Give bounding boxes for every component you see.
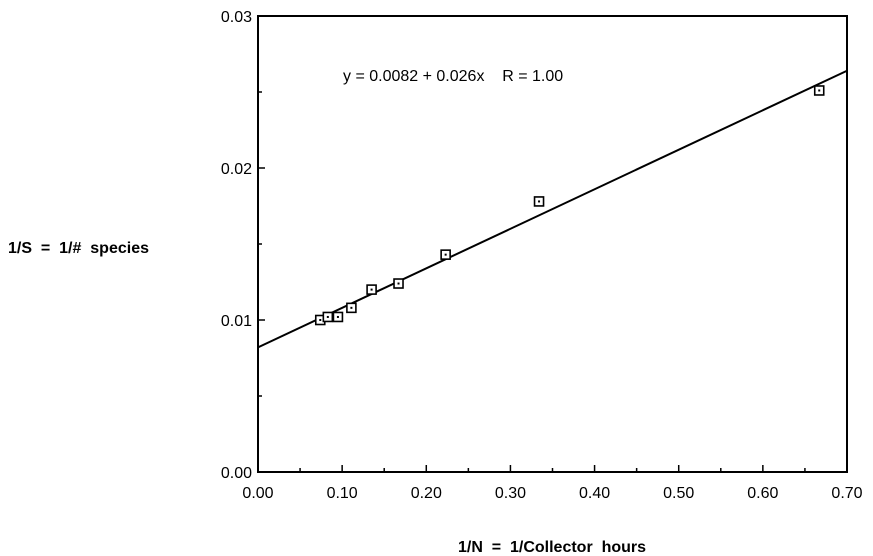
y-axis-title: 1/S = 1/# species [8, 240, 149, 257]
data-point [366, 284, 377, 295]
x-tick-label: 0.60 [747, 485, 778, 502]
data-points [314, 85, 825, 326]
data-point-center [444, 253, 447, 256]
data-point [393, 278, 404, 289]
data-point-center [818, 89, 821, 92]
data-point-center [538, 200, 541, 203]
x-tick-label: 0.50 [663, 485, 694, 502]
data-point-center [370, 288, 373, 291]
data-point [346, 302, 357, 314]
data-point-center [397, 282, 400, 285]
plot-area-frame [257, 15, 848, 473]
data-point-center [319, 319, 322, 321]
x-tick-label: 0.10 [327, 485, 358, 502]
data-point [332, 311, 344, 323]
x-tick-label: 0.40 [579, 485, 610, 502]
data-point-center [326, 315, 329, 318]
data-point [322, 311, 334, 323]
x-tick-label: 0.00 [242, 485, 273, 502]
y-tick-label: 0.00 [221, 465, 252, 482]
data-point [813, 85, 825, 96]
regression-equation: y = 0.0082 + 0.026x R = 1.00 [343, 68, 563, 85]
x-tick-label: 0.70 [831, 485, 862, 502]
y-tick-label: 0.01 [221, 313, 252, 330]
regression-line [257, 69, 848, 349]
data-point [440, 249, 451, 260]
y-tick-label: 0.03 [221, 9, 252, 26]
data-point-center [336, 315, 339, 318]
x-axis-title: 1/N = 1/Collector hours [458, 539, 646, 556]
x-tick-label: 0.30 [495, 485, 526, 502]
x-tick-label: 0.20 [411, 485, 442, 502]
y-axis-ticks: 0.00 0.01 0.02 0.03 [221, 9, 265, 482]
data-point-center [350, 306, 353, 309]
x-axis-ticks: 0.00 0.10 0.20 0.30 0.40 0.50 0.60 0.70 [242, 465, 863, 502]
data-point [533, 196, 545, 207]
y-tick-label: 0.02 [221, 161, 252, 178]
